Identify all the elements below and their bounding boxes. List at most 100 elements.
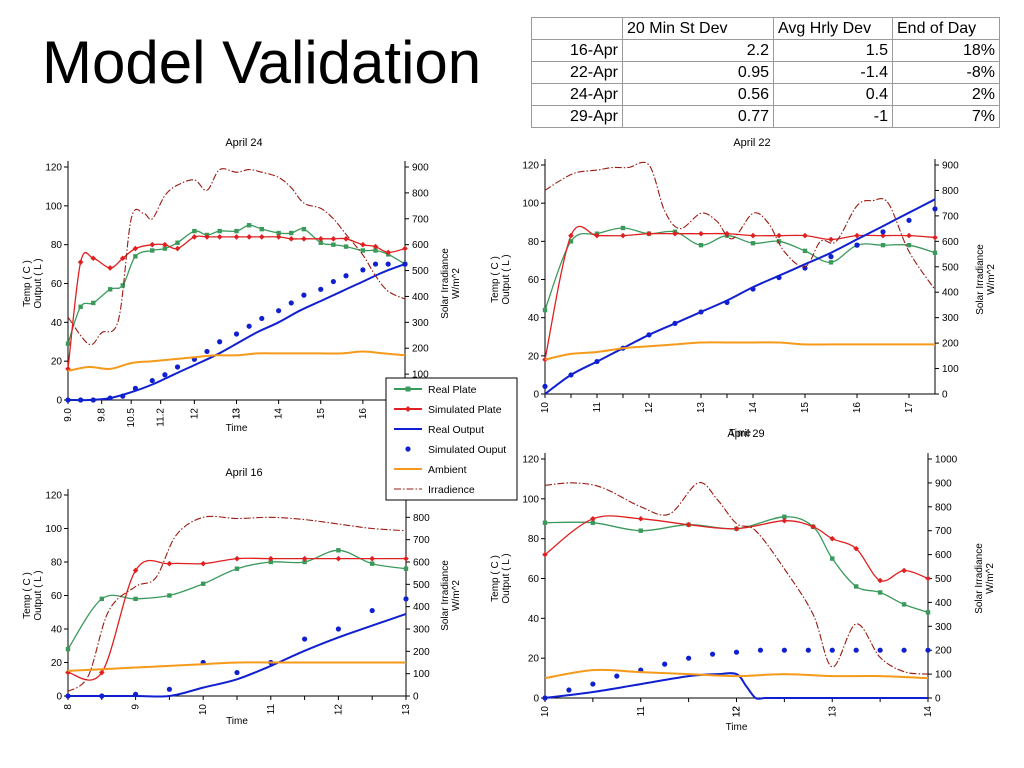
y2-tick-label: 200 bbox=[935, 646, 952, 657]
y-tick-label: 60 bbox=[51, 279, 63, 290]
y2-tick-label: 500 bbox=[942, 262, 959, 273]
y2-tick-label: 800 bbox=[935, 502, 952, 513]
data-point bbox=[932, 250, 938, 255]
legend-item: Ambient bbox=[394, 464, 467, 476]
validation-stats-table: 20 Min St Dev Avg Hrly Dev End of Day 16… bbox=[531, 17, 1000, 128]
y-tick-label: 20 bbox=[51, 357, 63, 368]
x-axis-label: Time bbox=[226, 423, 248, 434]
legend-swatch bbox=[405, 446, 411, 452]
x-tick-label: 12 bbox=[333, 704, 344, 716]
x-tick-label: 8 bbox=[63, 704, 74, 710]
data-point bbox=[590, 681, 596, 687]
data-point bbox=[620, 225, 626, 231]
data-point bbox=[132, 385, 138, 391]
data-point bbox=[672, 230, 678, 237]
x-tick-label: 16 bbox=[358, 408, 369, 420]
table-header-row: 20 Min St Dev Avg Hrly Dev End of Day bbox=[531, 17, 1000, 40]
data-point bbox=[620, 232, 626, 239]
data-point bbox=[724, 299, 730, 305]
table-cell: 0.77 bbox=[622, 105, 774, 128]
y2-axis-label-line: Solar Irradiance bbox=[975, 244, 986, 315]
data-point bbox=[99, 596, 104, 602]
series-real-plate bbox=[65, 548, 409, 652]
data-point bbox=[906, 232, 912, 239]
data-point bbox=[336, 548, 341, 553]
data-point bbox=[133, 691, 139, 697]
y-axis-label-line: Temp ( C ) bbox=[490, 256, 501, 303]
data-point bbox=[403, 596, 409, 602]
y2-tick-label: 200 bbox=[413, 647, 430, 658]
y-tick-label: 0 bbox=[533, 390, 539, 401]
data-point bbox=[132, 245, 139, 252]
series-irradience bbox=[67, 515, 407, 692]
y-axis-label: Temp ( C )Output ( L ) bbox=[490, 254, 512, 304]
y-axis-label-line: Temp ( C ) bbox=[490, 555, 501, 602]
data-point bbox=[288, 236, 295, 242]
data-point bbox=[925, 647, 931, 653]
x-tick-label: 12 bbox=[644, 402, 655, 414]
table-cell: 0.4 bbox=[773, 83, 893, 106]
y2-axis-label-line: W/m^2 bbox=[451, 580, 462, 611]
legend-item: Real Output bbox=[394, 424, 484, 436]
series-real-output bbox=[68, 612, 407, 698]
data-point bbox=[200, 560, 206, 567]
data-point bbox=[880, 242, 886, 248]
x-tick-label: 13 bbox=[696, 402, 707, 414]
data-point bbox=[234, 566, 240, 571]
data-point bbox=[880, 232, 886, 239]
data-point bbox=[372, 243, 379, 250]
x-tick-label: 13 bbox=[827, 706, 838, 718]
table-header: 20 Min St Dev bbox=[622, 17, 774, 40]
data-point bbox=[646, 332, 652, 338]
data-point bbox=[877, 577, 883, 584]
data-point bbox=[372, 261, 379, 267]
data-point bbox=[853, 647, 859, 653]
table-row: 29-Apr 0.77 -1 7% bbox=[531, 105, 1000, 128]
series-real-plate bbox=[65, 223, 408, 346]
data-point bbox=[65, 646, 71, 652]
y-tick-label: 80 bbox=[528, 534, 540, 545]
data-point bbox=[343, 273, 349, 279]
data-point bbox=[901, 567, 907, 574]
y2-tick-label: 400 bbox=[942, 288, 959, 299]
data-point bbox=[191, 234, 198, 240]
legend-marker bbox=[405, 406, 411, 412]
data-point bbox=[317, 236, 324, 242]
chart-title: April 29 bbox=[727, 428, 764, 440]
series-irradience bbox=[544, 482, 929, 675]
y2-tick-label: 500 bbox=[412, 266, 429, 277]
data-point bbox=[880, 229, 886, 235]
data-point bbox=[360, 248, 366, 253]
y-tick-label: 80 bbox=[51, 240, 63, 251]
series-ambient bbox=[544, 341, 935, 361]
series-line bbox=[67, 263, 406, 402]
data-point bbox=[369, 607, 375, 614]
legend-item: Simulated Plate bbox=[394, 404, 502, 416]
legend-label: Simulated Ouput bbox=[428, 444, 506, 456]
data-point bbox=[268, 559, 273, 565]
y-tick-label: 120 bbox=[45, 163, 62, 174]
data-point bbox=[568, 239, 574, 244]
data-point bbox=[828, 254, 834, 260]
x-tick-label: 9 bbox=[131, 704, 142, 710]
data-point bbox=[162, 241, 168, 248]
data-point bbox=[91, 300, 96, 306]
series-irradience bbox=[544, 161, 936, 291]
data-point bbox=[174, 364, 181, 370]
y-tick-label: 100 bbox=[522, 494, 539, 505]
x-tick-label: 11.2 bbox=[156, 408, 167, 427]
table-cell: 0.95 bbox=[622, 61, 774, 84]
y-tick-label: 60 bbox=[528, 574, 540, 585]
data-point bbox=[781, 647, 787, 653]
data-point bbox=[301, 236, 307, 242]
series-simulated-output bbox=[542, 647, 931, 701]
series-simulated-plate bbox=[65, 234, 408, 372]
data-point bbox=[542, 356, 548, 363]
y2-tick-label: 300 bbox=[413, 625, 430, 636]
data-point bbox=[810, 523, 816, 530]
y2-tick-label: 600 bbox=[942, 237, 959, 248]
y2-tick-label: 600 bbox=[935, 550, 952, 561]
y-axis-label: Temp ( C )Output ( L ) bbox=[490, 553, 512, 603]
data-point bbox=[685, 521, 692, 528]
data-point bbox=[149, 241, 156, 248]
